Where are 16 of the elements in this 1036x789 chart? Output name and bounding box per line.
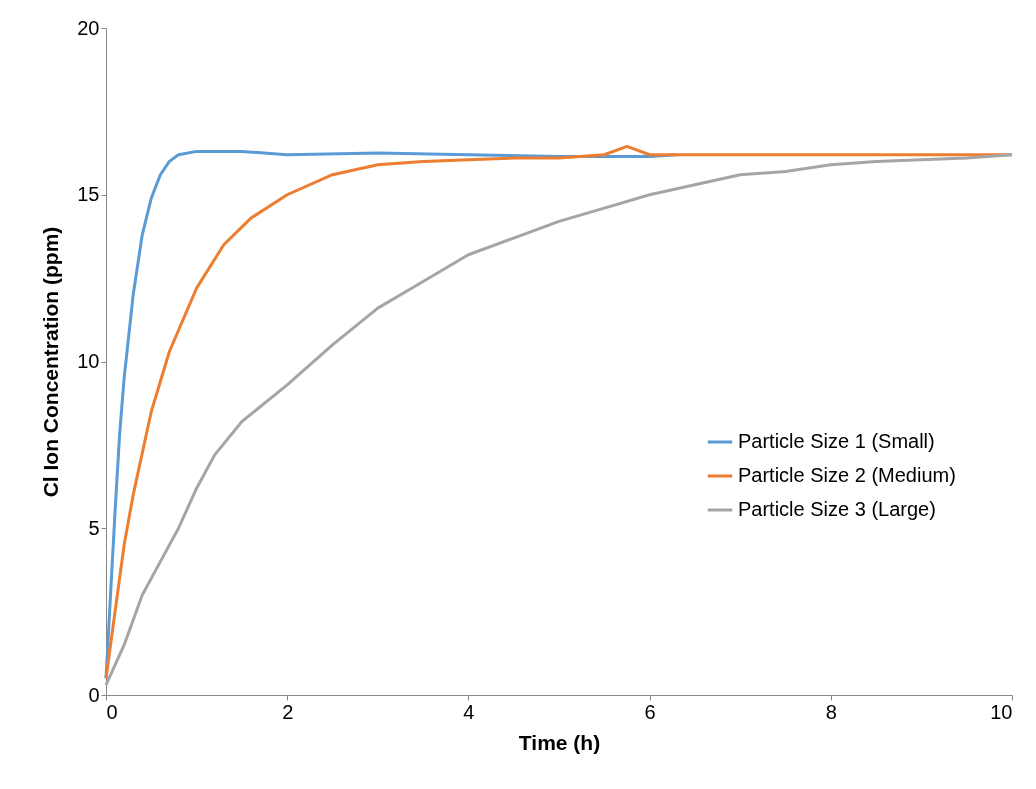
y-axis-title: Cl Ion Concentration (ppm) — [39, 226, 63, 498]
legend-label: Particle Size 1 (Small) — [738, 430, 935, 452]
x-tick-label: 10 — [990, 700, 1013, 723]
y-tick-label: 15 — [77, 183, 100, 206]
y-tick-label: 10 — [77, 350, 100, 372]
x-tick-label: 0 — [106, 700, 118, 723]
x-tick-label: 4 — [463, 700, 475, 723]
x-tick-label: 8 — [825, 700, 837, 723]
legend-label: Particle Size 2 (Medium) — [738, 464, 956, 486]
legend-label: Particle Size 3 (Large) — [738, 498, 936, 520]
x-tick-label: 6 — [644, 700, 656, 723]
x-tick-label: 2 — [282, 700, 294, 723]
x-axis-title: Time (h) — [518, 730, 601, 754]
y-tick-label: 20 — [77, 16, 100, 39]
y-tick-label: 5 — [88, 516, 100, 539]
y-tick-label: 0 — [88, 683, 100, 706]
